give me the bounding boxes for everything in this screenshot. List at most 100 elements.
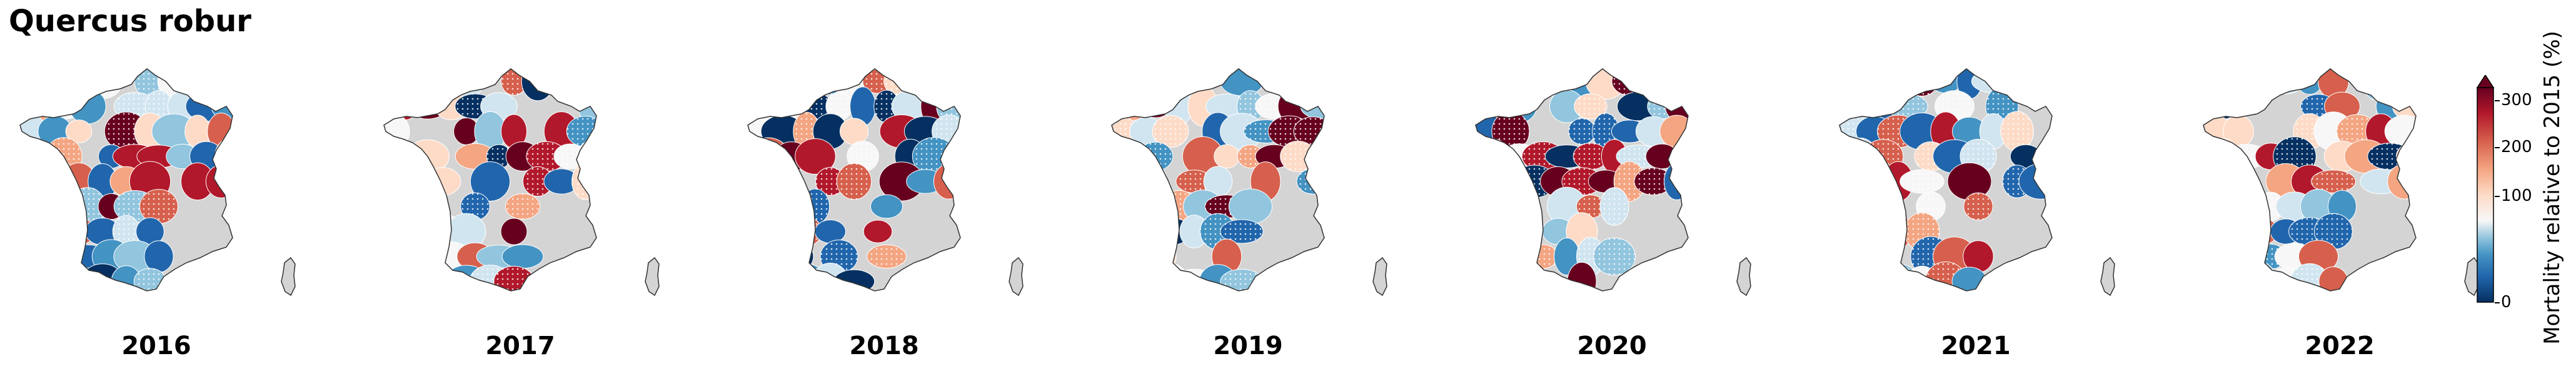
map-panel-2016: 2016 — [6, 56, 306, 360]
region-patch — [41, 262, 69, 291]
region-patch — [389, 92, 419, 121]
significance-dots — [1878, 263, 1919, 291]
year-label: 2017 — [485, 332, 555, 360]
significance-dots — [1634, 168, 1673, 195]
region-patch — [748, 163, 776, 200]
significance-dots — [873, 90, 900, 123]
region-patch — [2230, 194, 2264, 219]
corsica-outline — [1372, 257, 1387, 297]
region-patch — [1517, 69, 1552, 97]
region-patch — [1839, 211, 1871, 252]
region-patch — [912, 69, 939, 99]
corsica-outline — [281, 257, 296, 297]
significance-dots — [2311, 170, 2356, 193]
significance-dots — [20, 169, 46, 194]
significance-dots — [2000, 111, 2034, 151]
region-patch — [2203, 69, 2234, 99]
significance-dots — [526, 141, 567, 171]
map-panel-2021: 2021 — [1826, 56, 2126, 360]
region-patch — [761, 264, 805, 291]
france-map — [383, 68, 660, 297]
region-patch — [1128, 69, 1165, 96]
colorbar-extend-arrow — [2476, 74, 2495, 88]
significance-dots — [1574, 93, 1607, 119]
region-patch — [748, 268, 780, 291]
region-patch — [2027, 69, 2052, 94]
region-patch — [34, 213, 76, 250]
region-patch — [20, 169, 46, 194]
significance-dots — [1175, 170, 1213, 193]
region-patch — [1839, 263, 1871, 291]
region-patch — [1476, 162, 1506, 201]
significance-dots — [815, 167, 845, 196]
region-patch — [384, 69, 412, 94]
region-patch — [424, 167, 461, 196]
region-patch — [1116, 191, 1147, 222]
region-patch — [501, 244, 544, 269]
region-patch — [863, 220, 893, 243]
region-patch — [2219, 267, 2258, 291]
region-patch — [2209, 193, 2238, 220]
region-patch — [20, 69, 53, 100]
region-patch — [214, 138, 233, 175]
significance-dots — [748, 163, 775, 200]
region-patch — [2318, 266, 2348, 291]
region-patch — [174, 69, 221, 94]
significance-dots — [2203, 216, 2236, 247]
significance-dots — [413, 191, 442, 221]
significance-dots — [1220, 220, 1264, 243]
region-patch — [763, 69, 803, 95]
region-patch — [1112, 240, 1152, 273]
significance-dots — [1280, 141, 1316, 172]
significance-dots — [2367, 143, 2412, 170]
significance-dots — [1237, 145, 1264, 168]
region-patch — [20, 238, 61, 275]
region-patch — [2242, 69, 2282, 101]
significance-dots — [505, 193, 540, 220]
region-patch — [1639, 69, 1668, 100]
region-patch — [1664, 163, 1688, 200]
colorbar-gradient — [2476, 74, 2495, 303]
region-patch — [20, 215, 49, 248]
region-patch — [839, 118, 869, 145]
region-patch — [1214, 144, 1240, 169]
region-patch — [2001, 69, 2033, 94]
france-map — [2203, 68, 2479, 297]
region-patch — [576, 139, 596, 174]
year-label: 2018 — [849, 332, 919, 360]
map-panel-2018: 2018 — [734, 56, 1034, 360]
region-patch — [144, 240, 174, 273]
significance-dots — [207, 69, 233, 96]
region-patch — [429, 265, 456, 291]
region-patch — [814, 219, 847, 244]
significance-dots — [1576, 195, 1605, 218]
significance-dots — [1857, 263, 1892, 291]
region-patch — [470, 161, 511, 201]
significance-dots — [2210, 93, 2236, 119]
france-map — [19, 68, 296, 297]
corsica-outline — [2464, 257, 2479, 297]
region-patch — [748, 218, 773, 245]
significance-dots — [1925, 262, 1966, 291]
region-patch — [206, 69, 233, 97]
significance-dots — [1528, 244, 1558, 269]
significance-dots — [768, 214, 797, 249]
region-patch — [753, 191, 782, 221]
significance-dots — [398, 168, 440, 195]
region-patch — [795, 138, 836, 175]
significance-dots — [867, 245, 907, 268]
region-patch — [769, 238, 814, 275]
region-patch — [38, 69, 72, 93]
region-patch — [388, 140, 420, 173]
significance-dots — [1152, 115, 1189, 148]
france-map — [1111, 68, 1387, 297]
significance-dots — [1899, 170, 1945, 193]
region-patch — [426, 69, 460, 96]
region-patch — [47, 189, 81, 224]
significance-dots — [748, 269, 780, 291]
region-patch — [1856, 263, 1893, 291]
colorbar-ticks: 300 200 100 0 — [2495, 75, 2538, 312]
region-patch — [748, 69, 778, 98]
region-patch — [398, 167, 440, 196]
year-label: 2019 — [1213, 332, 1283, 360]
